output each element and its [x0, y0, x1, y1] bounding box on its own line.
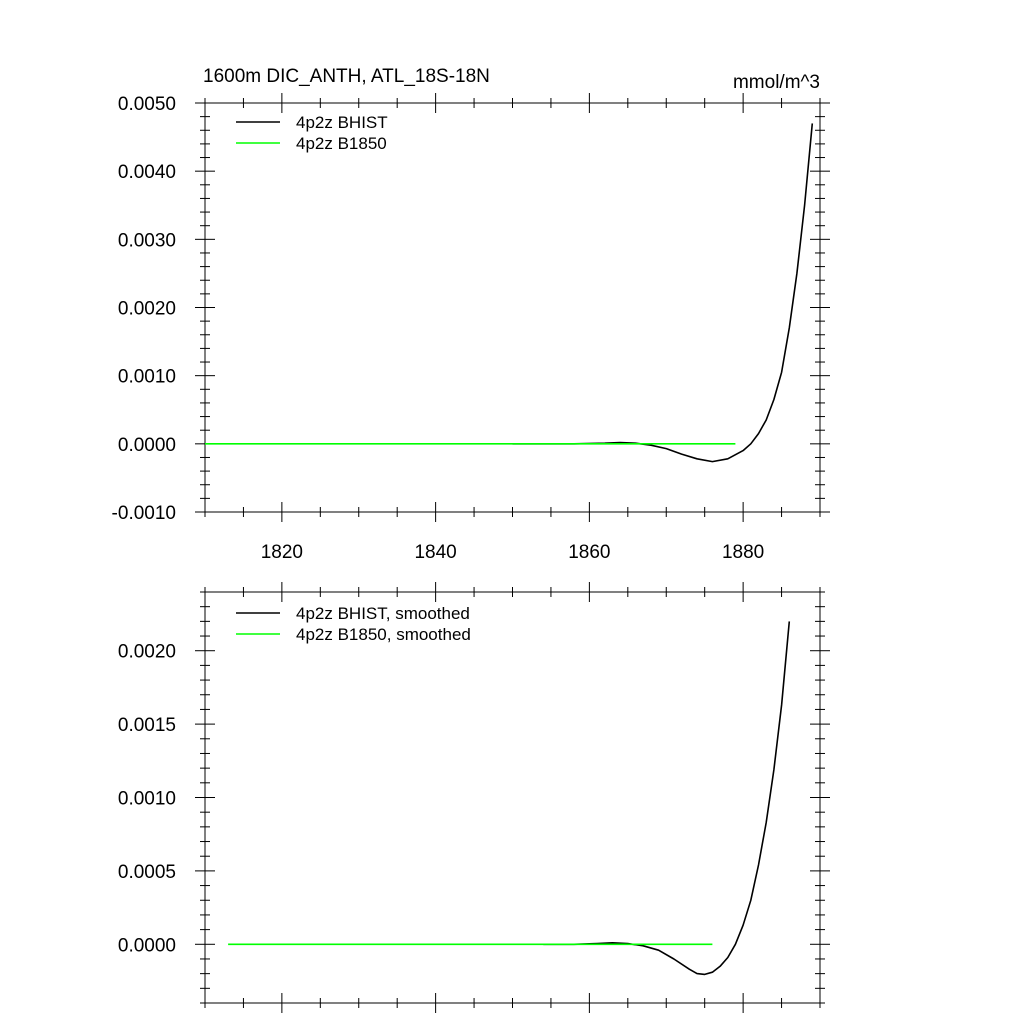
plot-frame [204, 102, 821, 513]
x-tick-label: 1820 [261, 542, 303, 563]
x-tick-label: 1860 [568, 542, 610, 563]
y-tick-label: 0.0040 [118, 162, 176, 183]
bottom-panel: 0.0000 0.0005 0.0010 0.0015 0.0020 4p2z BHIST… [118, 582, 830, 1013]
y-tick-label: 0.0020 [118, 642, 176, 663]
legend-label: 4p2z B1850, smoothed [296, 625, 471, 644]
y-tick-label: 0.0010 [118, 789, 176, 810]
y-tick-label: 0.0015 [118, 715, 176, 736]
y-tick-label: 0.0010 [118, 367, 176, 388]
legend-label: 4p2z BHIST, smoothed [296, 604, 470, 623]
top-panel: 1820 1840 1860 1880 -0.0010 0.0000 0.0010 0.002… [112, 66, 830, 563]
chart-title: 1600m DIC_ANTH, ATL_18S-18N [203, 66, 490, 87]
y-tick-label: 0.0000 [118, 435, 176, 456]
units-label: mmol/m^3 [733, 72, 820, 93]
y-tick-label: 0.0030 [118, 230, 176, 251]
x-tick-label: 1880 [722, 542, 764, 563]
series-line-bhist [543, 621, 791, 976]
y-tick-label: 0.0050 [118, 94, 176, 115]
y-tick-label: -0.0010 [112, 503, 176, 524]
legend-label: 4p2z B1850 [296, 134, 387, 153]
y-tick-label: 0.0000 [118, 935, 176, 956]
y-tick-label: 0.0005 [118, 862, 176, 883]
plot-frame [204, 591, 821, 1004]
y-tick-label: 0.0020 [118, 299, 176, 320]
series-line-bhist [512, 123, 814, 463]
x-tick-label: 1840 [414, 542, 456, 563]
legend-label: 4p2z BHIST [296, 113, 388, 132]
